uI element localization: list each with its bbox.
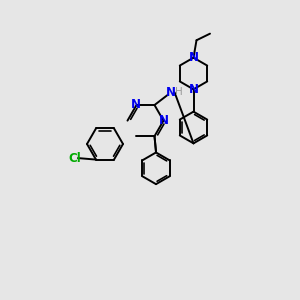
- Text: N: N: [131, 98, 141, 111]
- Text: N: N: [166, 86, 176, 99]
- Text: H: H: [175, 86, 183, 97]
- Text: N: N: [159, 114, 169, 127]
- Text: N: N: [188, 51, 199, 64]
- Text: N: N: [188, 83, 199, 96]
- Text: Cl: Cl: [68, 152, 81, 165]
